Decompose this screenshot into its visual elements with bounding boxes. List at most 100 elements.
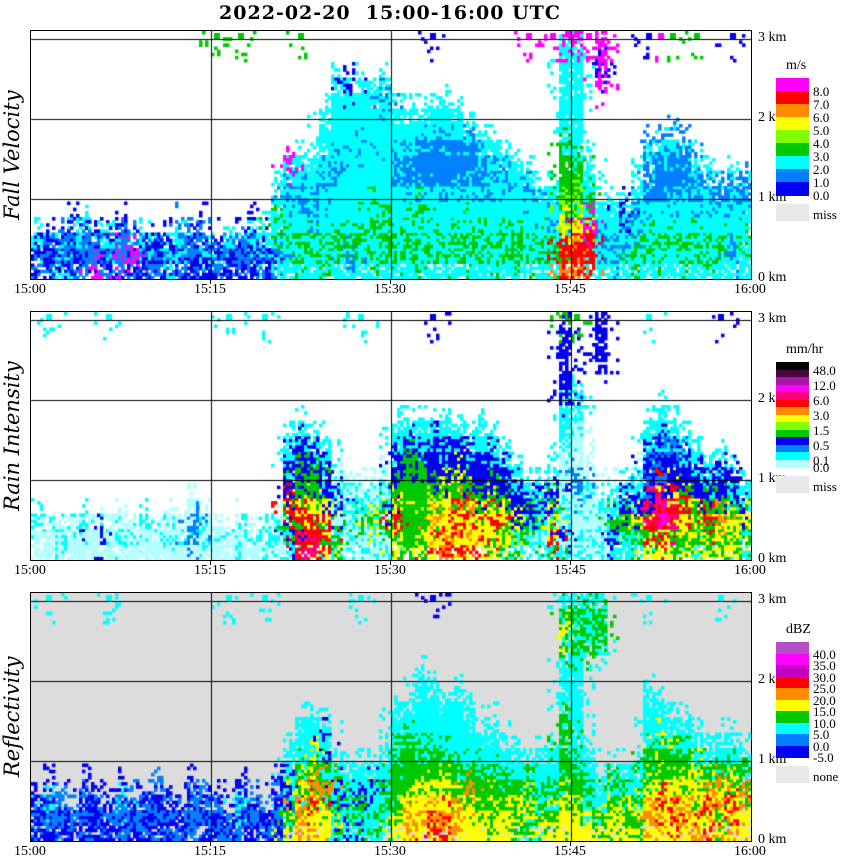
panel-reflectivity (30, 592, 752, 842)
legend-value-label: 35.0 (813, 658, 836, 673)
legend-value-label: 4.0 (813, 136, 830, 151)
legend-swatch-rain-intensity (776, 362, 809, 370)
x-tick-label: 15:30 (374, 282, 406, 297)
legend-swatch-reflectivity (776, 653, 809, 666)
legend-value-label: 1.0 (813, 175, 830, 190)
legend-swatch-reflectivity (776, 642, 809, 654)
legend-value-label: 5.0 (813, 123, 830, 138)
height-tick-label: 3 km (758, 311, 787, 326)
legend-swatch-rain-intensity (776, 444, 809, 453)
legend-swatch-rain-intensity (776, 414, 809, 423)
x-tick-label: 15:00 (14, 844, 46, 859)
legend-value-label: 1.5 (813, 422, 830, 438)
legend-value-label: 7.0 (813, 97, 830, 112)
reflectivity-axis-label: Reflectivity (0, 656, 24, 778)
x-tick-label: 16:00 (734, 844, 766, 859)
legend-value-label: 5.0 (813, 727, 830, 742)
legend-swatch-fall-velocity (776, 104, 809, 118)
reflectivity-heatmap (31, 593, 751, 841)
legend-value-label: 12.0 (813, 377, 836, 393)
height-tick-label: 3 km (758, 30, 787, 45)
legend-swatch-rain-intensity (776, 377, 809, 385)
x-tick-mark (570, 842, 571, 846)
legend-value-label: 30.0 (813, 669, 836, 685)
legend-unit-reflectivity: dBZ (786, 622, 811, 637)
legend-swatch-rain-intensity (776, 459, 809, 468)
fall-velocity-axis-label: Fall Velocity (0, 90, 24, 220)
x-tick-mark (210, 561, 211, 565)
x-tick-mark (390, 842, 391, 846)
legend-missing-label: miss (813, 479, 837, 494)
legend-missing-label: none (813, 769, 839, 784)
height-tick-label: 0 km (758, 832, 787, 847)
legend-missing-label: miss (813, 207, 837, 222)
x-tick-mark (210, 842, 211, 846)
x-tick-label: 15:45 (554, 844, 586, 859)
legend-value-label: 40.0 (813, 646, 836, 662)
x-tick-mark (570, 280, 571, 284)
fall-velocity-heatmap (31, 31, 751, 279)
x-tick-label: 15:00 (14, 563, 46, 578)
x-tick-label: 15:30 (374, 563, 406, 578)
legend-swatch-rain-intensity (776, 407, 809, 415)
height-tick-label: 3 km (758, 592, 787, 607)
rain-intensity-heatmap (31, 312, 751, 560)
legend-swatch-fall-velocity (776, 143, 809, 157)
x-tick-label: 15:45 (554, 282, 586, 297)
legend-value-label: 3.0 (813, 149, 830, 164)
legend-swatch-reflectivity (776, 699, 809, 712)
legend-swatch-fall-velocity (776, 169, 809, 183)
legend-value-label: 15.0 (813, 704, 836, 719)
x-tick-label: 15:45 (554, 563, 586, 578)
legend-value-label: 25.0 (813, 681, 836, 696)
x-tick-label: 16:00 (734, 282, 766, 297)
panel-fall-velocity (30, 30, 752, 280)
legend-swatch-fall-velocity (776, 117, 809, 131)
x-tick-label: 15:15 (194, 844, 226, 859)
legend-swatch-rain-intensity (776, 422, 809, 430)
legend-swatch-reflectivity (776, 711, 809, 723)
legend-missing-swatch (776, 476, 809, 493)
legend-value-label: 6.0 (813, 392, 830, 408)
x-tick-mark (390, 561, 391, 565)
legend-unit-fall-velocity: m/s (786, 58, 807, 73)
legend-missing-swatch (776, 766, 809, 783)
legend-swatch-reflectivity (776, 734, 809, 746)
x-tick-mark (390, 280, 391, 284)
legend-swatch-fall-velocity (776, 130, 809, 144)
x-tick-label: 15:15 (194, 563, 226, 578)
legend-swatch-fall-velocity (776, 91, 809, 105)
height-tick-label: 0 km (758, 551, 787, 566)
legend-value-label: 0.0 (813, 188, 830, 203)
legend-swatch-rain-intensity (776, 392, 809, 400)
legend-swatch-reflectivity (776, 665, 809, 677)
x-tick-label: 16:00 (734, 563, 766, 578)
legend-swatch-fall-velocity (776, 156, 809, 170)
legend-swatch-rain-intensity (776, 399, 809, 408)
legend-swatch-rain-intensity (776, 384, 809, 393)
legend-value-label: 48.0 (813, 362, 836, 378)
x-tick-mark (570, 561, 571, 565)
legend-swatch-rain-intensity (776, 437, 809, 445)
legend-value-label: 0.0 (813, 460, 830, 475)
legend-value-label: 0.0 (813, 738, 830, 754)
legend-swatch-rain-intensity (776, 369, 809, 378)
legend-missing-swatch (776, 204, 809, 221)
legend-value-label: 6.0 (813, 110, 830, 125)
legend-value-label: 2.0 (813, 162, 830, 177)
legend-value-label: -5.0 (813, 750, 834, 765)
legend-value-label: 20.0 (813, 692, 836, 708)
legend-swatch-fall-velocity (776, 78, 809, 92)
legend-swatch-rain-intensity (776, 429, 809, 438)
chart-title: 2022-02-20 15:00-16:00 UTC (219, 2, 561, 24)
height-tick-label: 0 km (758, 270, 787, 285)
legend-value-label: 0.5 (813, 437, 830, 453)
legend-value-label: 10.0 (813, 715, 836, 731)
legend-swatch-fall-velocity (776, 182, 809, 196)
rain-intensity-axis-label: Rain Intensity (0, 361, 24, 511)
legend-swatch-reflectivity (776, 676, 809, 689)
legend-unit-rain-intensity: mm/hr (786, 342, 824, 357)
panel-rain-intensity (30, 311, 752, 561)
legend-swatch-rain-intensity (776, 452, 809, 460)
